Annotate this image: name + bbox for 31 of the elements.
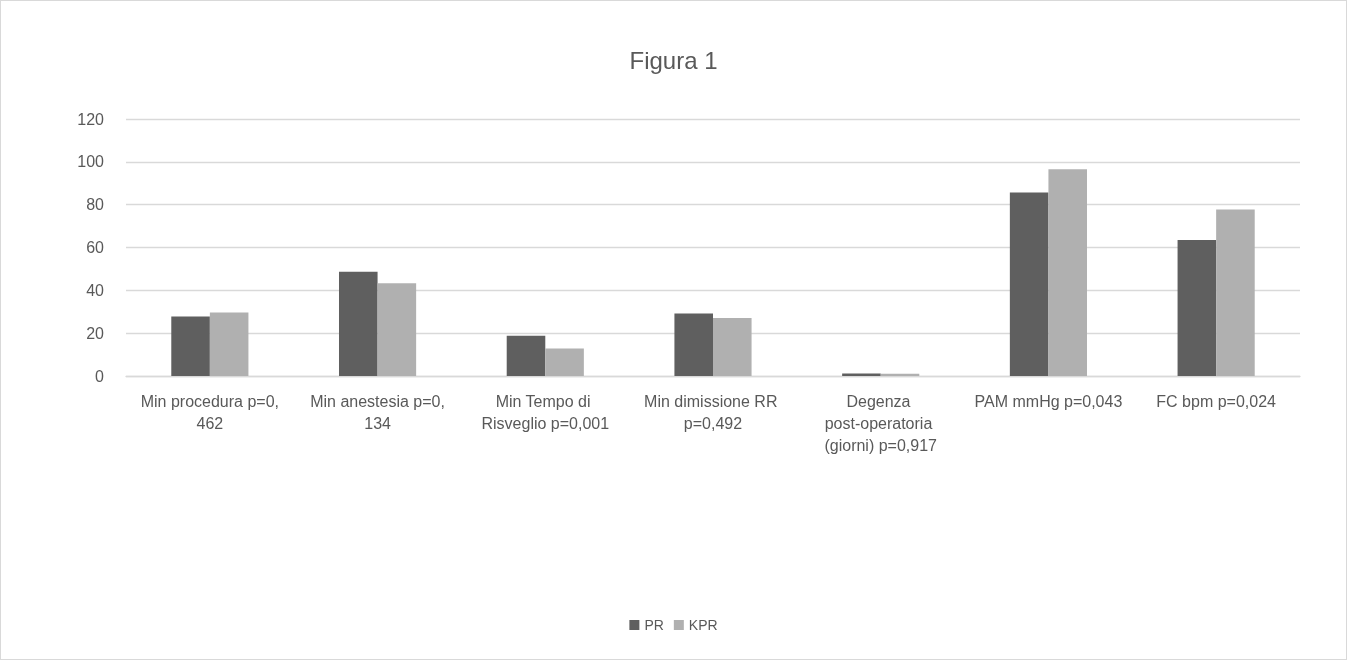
x-tick-label: Min Tempo di Risveglio p=0,001: [481, 392, 610, 432]
y-tick-label: 40: [86, 281, 105, 299]
y-tick-label: 0: [95, 367, 105, 385]
chart-title: Figura 1: [629, 46, 718, 74]
bar: [880, 373, 920, 376]
bar: [377, 283, 417, 376]
bar: [209, 312, 249, 376]
bar: [506, 335, 546, 376]
x-tick-label: Min procedura p=0,462: [140, 392, 280, 432]
y-tick-label: 20: [86, 324, 105, 342]
bar: [674, 313, 713, 376]
x-tick-label: PAM mmHg p=0,043: [974, 392, 1123, 410]
bar: [1048, 169, 1087, 376]
x-tick-label: Min anestesia p=0,134: [310, 392, 445, 432]
x-tick-label: Degenza post-operatoria (giorni) p=0,917: [824, 392, 938, 454]
legend-label: KPR: [688, 617, 718, 633]
bar: [1216, 209, 1255, 376]
bar: [842, 373, 881, 376]
x-tick-label: Min dimissione RR p=0,492: [644, 392, 782, 432]
bar: [1177, 240, 1217, 376]
bar: [339, 271, 378, 376]
legend-label: PR: [644, 617, 664, 633]
bar: [545, 348, 584, 376]
x-tick-label: FC bpm p=0,024: [1156, 392, 1277, 410]
bar: [171, 316, 210, 376]
bar: [1009, 192, 1049, 376]
y-tick-label: 80: [86, 196, 105, 214]
y-tick-label: 60: [86, 239, 105, 256]
bar: [713, 317, 752, 376]
y-tick-label: 120: [77, 110, 105, 128]
y-tick-label: 100: [77, 153, 105, 171]
